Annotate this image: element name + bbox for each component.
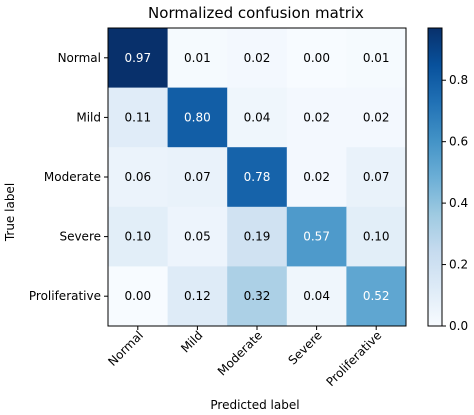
heatmap-cell [346,87,407,148]
heatmap-cells [108,28,407,327]
heatmap-cell [227,28,288,89]
cell-value-label: 0.04 [244,110,271,124]
cell-value-label: 0.00 [303,51,330,65]
colorbar-tick-label: 0.6 [449,135,468,149]
x-tick-label: Proliferative [323,328,384,389]
cell-value-label: 0.80 [184,110,211,124]
heatmap-cell [286,266,347,327]
heatmap-cell [227,266,288,327]
cell-value-label: 0.06 [124,170,151,184]
plot-frame [107,27,407,327]
cell-value-label: 0.01 [363,51,390,65]
cell-value-label: 0.12 [184,289,211,303]
cell-value-label: 0.32 [244,289,271,303]
heatmap-cell [108,266,169,327]
heatmap-cell [167,87,228,148]
cell-value-label: 0.10 [124,230,151,244]
x-tick-label: Normal [105,328,146,369]
heatmap-cell [108,28,169,89]
heatmap-cell [108,147,169,208]
colorbar-tick-label: 0.8 [449,73,468,87]
cell-value-label: 0.10 [363,230,390,244]
cell-value-label: 0.07 [184,170,211,184]
heatmap-cell [346,206,407,267]
colorbar-tick-label: 0.2 [449,258,468,272]
cell-value-label: 0.02 [244,51,271,65]
x-axis-title: Predicted label [210,398,300,412]
cell-value-label: 0.02 [303,170,330,184]
y-axis-ticks: Normal Mild Moderate Severe Proliferative [29,51,108,303]
cell-value-label: 0.57 [303,230,330,244]
heatmap-cell [346,28,407,89]
heatmap-cell [286,87,347,148]
heatmap-cell [108,206,169,267]
heatmap-cell [286,206,347,267]
cell-value-label: 0.04 [303,289,330,303]
cell-value-label: 0.01 [184,51,211,65]
heatmap-cell [167,206,228,267]
colorbar-ticks: 0.0 0.2 0.4 0.6 0.8 [442,73,468,333]
cell-value-label: 0.02 [363,110,390,124]
heatmap-cell [227,87,288,148]
chart-title: Normalized confusion matrix [148,4,364,22]
y-tick-label: Mild [76,110,101,124]
heatmap-cell [108,87,169,148]
y-tick-label: Moderate [44,170,101,184]
heatmap-cell [167,28,228,89]
y-tick-label: Normal [58,51,101,65]
cell-value-label: 0.00 [124,289,151,303]
heatmap-cell [167,147,228,208]
heatmap-cell [346,147,407,208]
cell-value-label: 0.07 [363,170,390,184]
cell-value-label: 0.11 [124,110,151,124]
heatmap-cell [227,206,288,267]
heatmap-cell [286,28,347,89]
heatmap-cell-labels: 0.97 0.01 0.02 0.00 0.01 0.11 0.80 0.04 0.02 0.02… [124,51,389,303]
cell-value-label: 0.78 [244,170,271,184]
colorbar [427,27,443,327]
y-tick-label: Severe [59,230,101,244]
x-tick-label: Severe [285,328,324,367]
heatmap-cell [346,266,407,327]
cell-value-label: 0.19 [244,230,271,244]
heatmap-cell [286,147,347,208]
x-tick-label: Mild [178,328,205,355]
colorbar-tick-label: 0.4 [449,196,468,210]
cell-value-label: 0.97 [124,51,151,65]
heatmap-cell [167,266,228,327]
cell-value-label: 0.02 [303,110,330,124]
heatmap-cell [227,147,288,208]
y-tick-label: Proliferative [29,289,101,303]
cell-value-label: 0.52 [363,289,390,303]
cell-value-label: 0.05 [184,230,211,244]
colorbar-tick-label: 0.0 [449,319,468,333]
x-tick-label: Moderate [215,328,265,378]
